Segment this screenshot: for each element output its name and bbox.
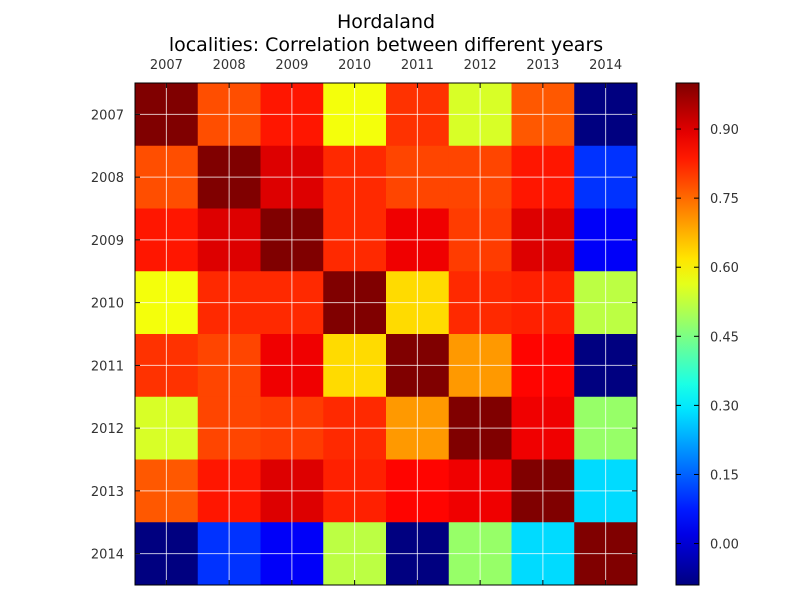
y-tick-label-2007: 2007 xyxy=(91,108,124,123)
y-tick-label-2013: 2013 xyxy=(91,485,124,500)
x-tick-label-2009: 2009 xyxy=(275,58,308,73)
y-tick-label-2010: 2010 xyxy=(91,297,124,312)
colorbar-tick-label: 0.45 xyxy=(710,330,739,345)
colorbar-tick-label: 0.90 xyxy=(710,123,739,138)
y-tick-label-2014: 2014 xyxy=(91,548,124,563)
x-tick-label-2011: 2011 xyxy=(401,58,434,73)
x-tick-label-2012: 2012 xyxy=(464,58,497,73)
x-tick-label-2007: 2007 xyxy=(150,58,183,73)
x-tick-label-2008: 2008 xyxy=(213,58,246,73)
chart-title-line-1: Hordaland xyxy=(337,11,435,33)
y-axis-ticks: 2007 2008 2009 2010 2011 2012 2013 2014 xyxy=(91,108,637,563)
colorbar-tick-label: 0.15 xyxy=(710,468,739,483)
y-tick-label-2011: 2011 xyxy=(91,359,124,374)
x-axis-ticks: 2007 2008 2009 2010 2011 2012 2013 2014 xyxy=(150,58,622,585)
heatmap-frame xyxy=(134,82,638,586)
colorbar: 0.00 0.15 0.30 0.45 0.60 0.75 0.90 xyxy=(675,82,739,586)
y-tick-label-2009: 2009 xyxy=(91,234,124,249)
x-tick-label-2013: 2013 xyxy=(526,58,559,73)
colorbar-gradient xyxy=(675,82,700,586)
chart-title-line-2: localities: Correlation between differen… xyxy=(169,34,603,56)
y-tick-label-2008: 2008 xyxy=(91,171,124,186)
colorbar-tick-label: 0.60 xyxy=(710,261,739,276)
colorbar-tick-label: 0.75 xyxy=(710,192,739,207)
colorbar-tick-label: 0.30 xyxy=(710,399,739,414)
heatmap-grid xyxy=(135,83,637,585)
colorbar-tick-label: 0.00 xyxy=(710,538,739,553)
x-tick-label-2014: 2014 xyxy=(589,58,622,73)
heatmap-cells xyxy=(135,83,638,586)
x-tick-label-2010: 2010 xyxy=(338,58,371,73)
y-tick-label-2012: 2012 xyxy=(91,422,124,437)
